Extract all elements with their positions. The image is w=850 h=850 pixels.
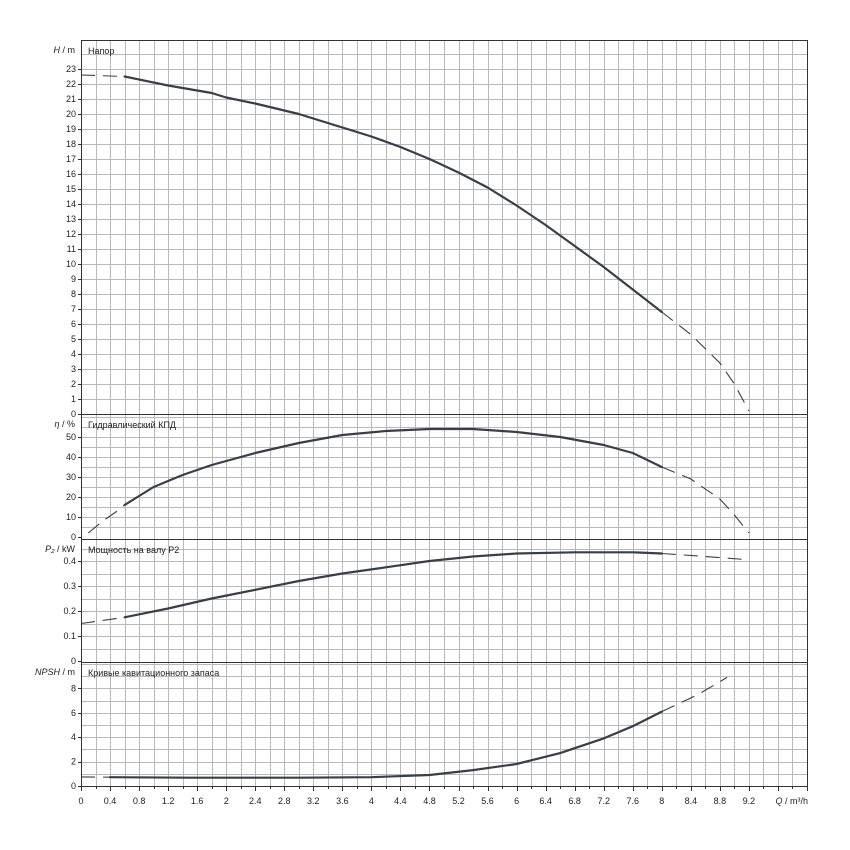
efficiency-curve-dashed-0 — [87, 504, 125, 534]
y-tick-label-head: 8 — [71, 289, 76, 299]
y-tick-label-head: 9 — [71, 274, 76, 284]
y-axis-variable-npsh: NPSH — [35, 667, 61, 677]
y-tick-label-npsh: 4 — [71, 732, 76, 742]
x-tick-label: 2 — [224, 796, 229, 806]
y-axis-label-npsh: NPSH / m — [35, 667, 75, 677]
y-tick-label-power: 0.4 — [63, 556, 76, 566]
head-curve-dashed-0 — [80, 74, 125, 78]
x-tick-label: 1.2 — [162, 796, 175, 806]
y-tick-label-head: 23 — [66, 64, 76, 74]
grid-layer — [81, 40, 807, 786]
efficiency-curve-dashed-2 — [661, 466, 750, 534]
y-tick-label-head: 17 — [66, 154, 76, 164]
x-tick-label: 2.4 — [249, 796, 262, 806]
x-axis-unit: / m³/h — [782, 796, 808, 806]
y-tick-label-head: 2 — [71, 379, 76, 389]
x-tick-label: 4.8 — [423, 796, 436, 806]
x-tick-label: 4 — [369, 796, 374, 806]
head-curve-dashed-2 — [661, 311, 750, 412]
x-tick-label: 0 — [78, 796, 83, 806]
x-tick-label: 0.8 — [133, 796, 146, 806]
y-tick-label-head: 1 — [71, 394, 76, 404]
x-tick-label: 6 — [514, 796, 519, 806]
y-tick-label-efficiency: 20 — [66, 492, 76, 502]
y-tick-label-power: 0.3 — [63, 581, 76, 591]
y-axis-variable-efficiency: η — [54, 419, 59, 429]
power-curve-dashed-2 — [661, 552, 749, 561]
x-tick-label: 0.4 — [104, 796, 117, 806]
power-curve-solid-1 — [123, 551, 663, 619]
x-tick-label: 7.6 — [627, 796, 640, 806]
y-tick-label-head: 13 — [66, 214, 76, 224]
y-tick-label-npsh: 8 — [71, 683, 76, 693]
y-tick-label-efficiency: 40 — [66, 452, 76, 462]
y-tick-label-head: 6 — [71, 319, 76, 329]
panel-title-efficiency: Гидравлический КПД — [88, 420, 176, 430]
y-tick-label-npsh: 0 — [71, 781, 76, 791]
y-tick-label-head: 12 — [66, 229, 76, 239]
text-layer: 01234567891011121314151617181920212223H … — [35, 45, 808, 806]
y-tick-label-head: 19 — [66, 124, 76, 134]
y-tick-label-head: 5 — [71, 334, 76, 344]
y-tick-label-head: 11 — [67, 244, 76, 254]
curve-layer — [80, 74, 750, 779]
y-axis-variable-head: H — [54, 45, 61, 55]
frame-layer — [78, 40, 808, 791]
y-tick-label-npsh: 2 — [71, 757, 76, 767]
y-axis-label-efficiency: η / % — [54, 419, 75, 429]
x-tick-label: 2.8 — [278, 796, 291, 806]
y-tick-label-head: 4 — [71, 349, 76, 359]
x-tick-label: 6.4 — [539, 796, 552, 806]
y-tick-label-head: 10 — [66, 259, 76, 269]
y-axis-label-power: P₂ / kW — [45, 544, 75, 554]
x-tick-label: 9.2 — [743, 796, 756, 806]
panel-title-head: Напор — [88, 46, 114, 56]
y-axis-unit-head: / m — [60, 45, 75, 55]
y-tick-label-head: 16 — [66, 169, 76, 179]
x-tick-label: 3.2 — [307, 796, 320, 806]
y-tick-label-efficiency: 10 — [66, 512, 76, 522]
y-axis-unit-npsh: / m — [60, 667, 75, 677]
x-tick-label: 8.8 — [714, 796, 727, 806]
y-tick-label-head: 3 — [71, 364, 76, 374]
x-tick-label: 3.6 — [336, 796, 349, 806]
y-tick-label-head: 7 — [71, 304, 76, 314]
y-tick-label-head: 0 — [71, 409, 76, 419]
y-tick-label-npsh: 6 — [71, 708, 76, 718]
y-tick-label-power: 0.1 — [63, 631, 76, 641]
panel-title-npsh: Кривые кавитационного запаса — [88, 668, 219, 678]
y-tick-label-efficiency: 30 — [66, 472, 76, 482]
x-tick-label: 4.4 — [394, 796, 407, 806]
efficiency-curve-solid-1 — [123, 427, 663, 507]
head-curve-solid-1 — [123, 75, 663, 314]
y-tick-label-head: 15 — [66, 184, 76, 194]
power-curve-dashed-0 — [80, 616, 125, 625]
npsh-curve-dashed-2 — [661, 676, 728, 713]
x-tick-label: 8 — [659, 796, 664, 806]
y-tick-label-power: 0.2 — [63, 606, 76, 616]
y-tick-label-head: 14 — [66, 199, 76, 209]
x-tick-label: 1.6 — [191, 796, 204, 806]
y-tick-label-power: 0 — [71, 656, 76, 666]
x-tick-label: 6.8 — [568, 796, 581, 806]
y-tick-label-head: 18 — [66, 139, 76, 149]
x-tick-label: 8.4 — [685, 796, 698, 806]
y-tick-label-efficiency: 0 — [71, 532, 76, 542]
y-tick-label-efficiency: 50 — [66, 432, 76, 442]
x-axis-label: Q / m³/h — [775, 796, 808, 806]
y-axis-label-head: H / m — [54, 45, 76, 55]
y-tick-label-head: 22 — [66, 79, 76, 89]
y-axis-variable-power: P₂ — [45, 544, 55, 554]
x-tick-label: 7.2 — [597, 796, 610, 806]
y-tick-label-head: 21 — [66, 94, 76, 104]
x-tick-label: 5.6 — [481, 796, 494, 806]
y-axis-unit-efficiency: / % — [59, 419, 75, 429]
y-tick-label-head: 20 — [66, 109, 76, 119]
y-axis-unit-power: / kW — [55, 544, 76, 554]
panel-title-power: Мощность на валу P2 — [88, 545, 179, 555]
npsh-curve-solid-1 — [108, 710, 663, 779]
x-tick-label: 5.2 — [452, 796, 465, 806]
x-axis-variable: Q — [775, 796, 782, 806]
